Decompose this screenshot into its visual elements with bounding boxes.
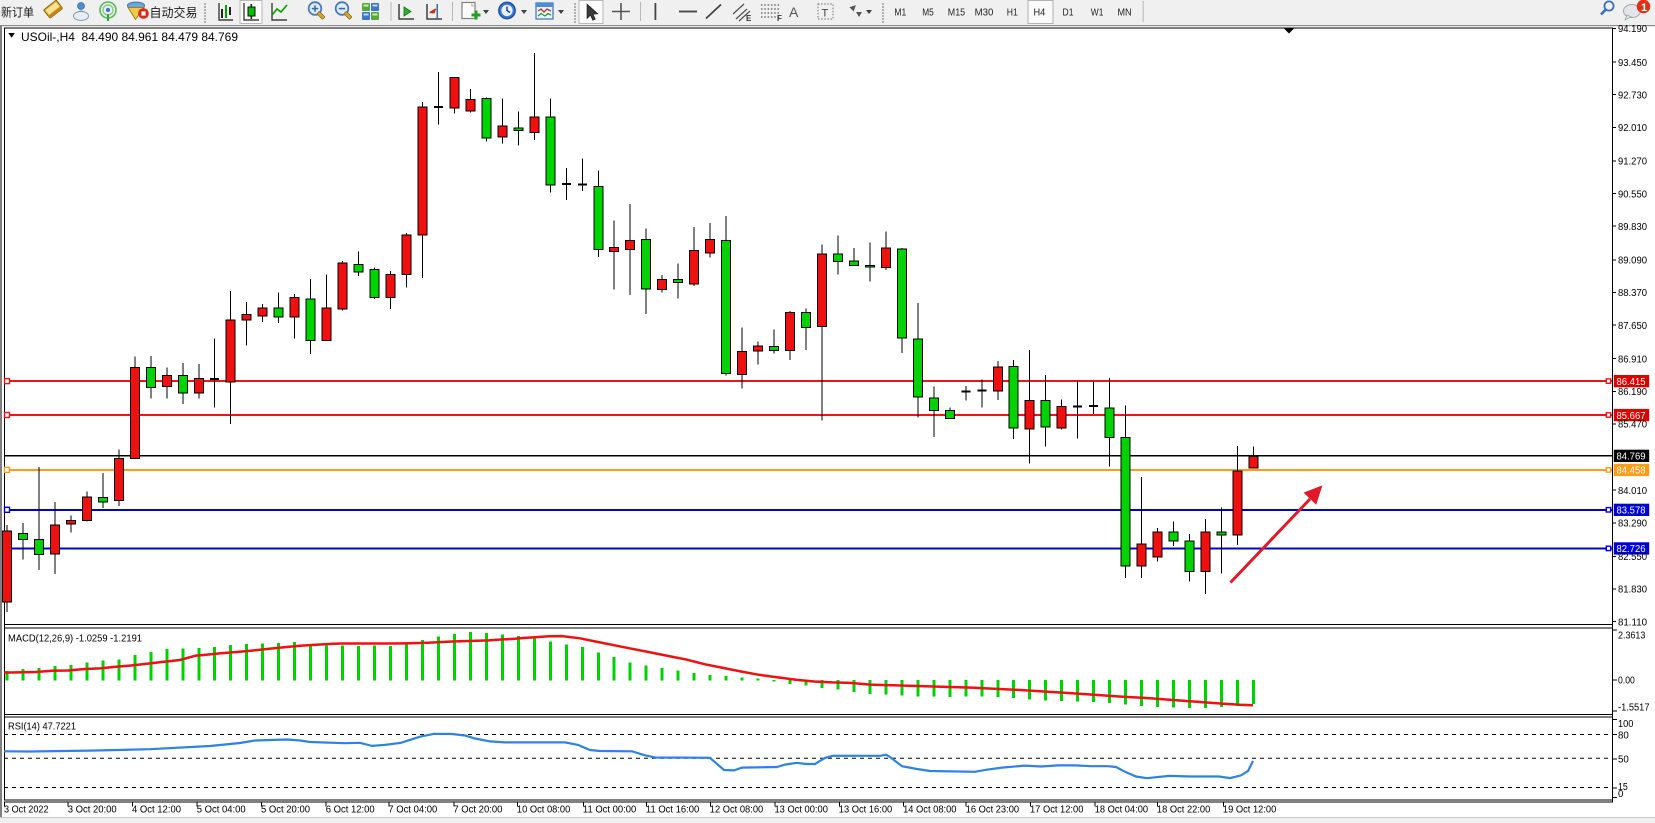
svg-text:2.3613: 2.3613 bbox=[1618, 630, 1646, 641]
svg-text:18 Oct 04:00: 18 Oct 04:00 bbox=[1095, 804, 1149, 815]
svg-text:10 Oct 08:00: 10 Oct 08:00 bbox=[517, 804, 571, 815]
svg-text:84.769: 84.769 bbox=[1617, 452, 1646, 463]
svg-text:11 Oct 00:00: 11 Oct 00:00 bbox=[583, 804, 637, 815]
svg-text:E: E bbox=[746, 14, 752, 23]
svg-text:86.190: 86.190 bbox=[1618, 387, 1647, 398]
svg-text:D1: D1 bbox=[1063, 7, 1074, 19]
svg-text:7 Oct 04:00: 7 Oct 04:00 bbox=[388, 804, 437, 815]
svg-text:82.550: 82.550 bbox=[1618, 552, 1647, 563]
svg-text:100: 100 bbox=[1618, 719, 1634, 730]
svg-text:89.090: 89.090 bbox=[1618, 256, 1647, 267]
svg-text:83.290: 83.290 bbox=[1618, 519, 1647, 530]
svg-text:6 Oct 12:00: 6 Oct 12:00 bbox=[326, 804, 375, 815]
svg-text:81.110: 81.110 bbox=[1618, 617, 1647, 628]
svg-text:81.830: 81.830 bbox=[1618, 585, 1647, 596]
svg-text:89.830: 89.830 bbox=[1618, 222, 1647, 233]
svg-text:RSI(14) 47.7221: RSI(14) 47.7221 bbox=[8, 721, 76, 733]
svg-text:F: F bbox=[777, 14, 782, 23]
svg-text:4 Oct 12:00: 4 Oct 12:00 bbox=[132, 804, 181, 815]
svg-text:11 Oct 16:00: 11 Oct 16:00 bbox=[646, 804, 700, 815]
svg-text:90.550: 90.550 bbox=[1618, 189, 1647, 200]
svg-text:H1: H1 bbox=[1007, 7, 1018, 19]
svg-text:0.00: 0.00 bbox=[1618, 675, 1635, 686]
svg-text:MACD(12,26,9) -1.0259 -1.2191: MACD(12,26,9) -1.0259 -1.2191 bbox=[8, 633, 142, 645]
svg-text:5 Oct 04:00: 5 Oct 04:00 bbox=[197, 804, 246, 815]
svg-text:13 Oct 16:00: 13 Oct 16:00 bbox=[839, 804, 893, 815]
svg-text:86.910: 86.910 bbox=[1618, 354, 1647, 365]
svg-text:7 Oct 20:00: 7 Oct 20:00 bbox=[453, 804, 502, 815]
svg-text:19 Oct 12:00: 19 Oct 12:00 bbox=[1223, 804, 1277, 815]
svg-text:新订单: 新订单 bbox=[1, 5, 34, 20]
svg-text:80: 80 bbox=[1618, 730, 1629, 741]
svg-text:A: A bbox=[789, 4, 799, 20]
svg-text:92.730: 92.730 bbox=[1618, 90, 1647, 101]
svg-text:18 Oct 22:00: 18 Oct 22:00 bbox=[1157, 804, 1211, 815]
svg-text:0: 0 bbox=[1618, 789, 1624, 800]
svg-text:M5: M5 bbox=[922, 7, 934, 19]
svg-text:13 Oct 00:00: 13 Oct 00:00 bbox=[775, 804, 829, 815]
svg-text:16 Oct 23:00: 16 Oct 23:00 bbox=[966, 804, 1020, 815]
svg-text:3 Oct 20:00: 3 Oct 20:00 bbox=[68, 804, 117, 815]
svg-text:86.415: 86.415 bbox=[1617, 377, 1646, 388]
svg-text:1: 1 bbox=[1641, 2, 1647, 14]
svg-text:93.450: 93.450 bbox=[1618, 58, 1647, 69]
svg-text:82.726: 82.726 bbox=[1617, 544, 1646, 555]
svg-text:87.650: 87.650 bbox=[1618, 321, 1647, 332]
svg-text:84.010: 84.010 bbox=[1618, 486, 1647, 497]
svg-text:-1.5517: -1.5517 bbox=[1618, 703, 1650, 714]
svg-text:W1: W1 bbox=[1091, 7, 1104, 19]
svg-text:83.578: 83.578 bbox=[1617, 506, 1646, 517]
svg-text:15: 15 bbox=[1618, 782, 1628, 793]
svg-text:T: T bbox=[822, 8, 829, 20]
svg-text:USOil-,H4 84.490 84.961 84.47: USOil-,H4 84.490 84.961 84.479 84.769 bbox=[21, 30, 238, 44]
svg-text:84.458: 84.458 bbox=[1617, 466, 1646, 477]
svg-text:MN: MN bbox=[1118, 7, 1132, 19]
svg-text:自动交易: 自动交易 bbox=[150, 5, 198, 20]
svg-text:14 Oct 08:00: 14 Oct 08:00 bbox=[903, 804, 957, 815]
svg-text:17 Oct 12:00: 17 Oct 12:00 bbox=[1030, 804, 1084, 815]
svg-text:12 Oct 08:00: 12 Oct 08:00 bbox=[710, 804, 764, 815]
svg-text:50: 50 bbox=[1618, 755, 1629, 766]
svg-text:91.270: 91.270 bbox=[1618, 157, 1647, 168]
svg-text:M1: M1 bbox=[894, 7, 906, 19]
svg-text:94.190: 94.190 bbox=[1618, 24, 1647, 35]
svg-text:85.470: 85.470 bbox=[1618, 420, 1647, 431]
svg-text:85.667: 85.667 bbox=[1617, 411, 1646, 422]
svg-text:88.370: 88.370 bbox=[1618, 288, 1647, 299]
svg-text:M30: M30 bbox=[975, 7, 994, 19]
svg-text:5 Oct 20:00: 5 Oct 20:00 bbox=[261, 804, 310, 815]
svg-text:92.010: 92.010 bbox=[1618, 123, 1647, 134]
svg-text:3 Oct 2022: 3 Oct 2022 bbox=[4, 804, 49, 815]
svg-text:M15: M15 bbox=[948, 7, 965, 19]
svg-text:H4: H4 bbox=[1034, 7, 1046, 19]
